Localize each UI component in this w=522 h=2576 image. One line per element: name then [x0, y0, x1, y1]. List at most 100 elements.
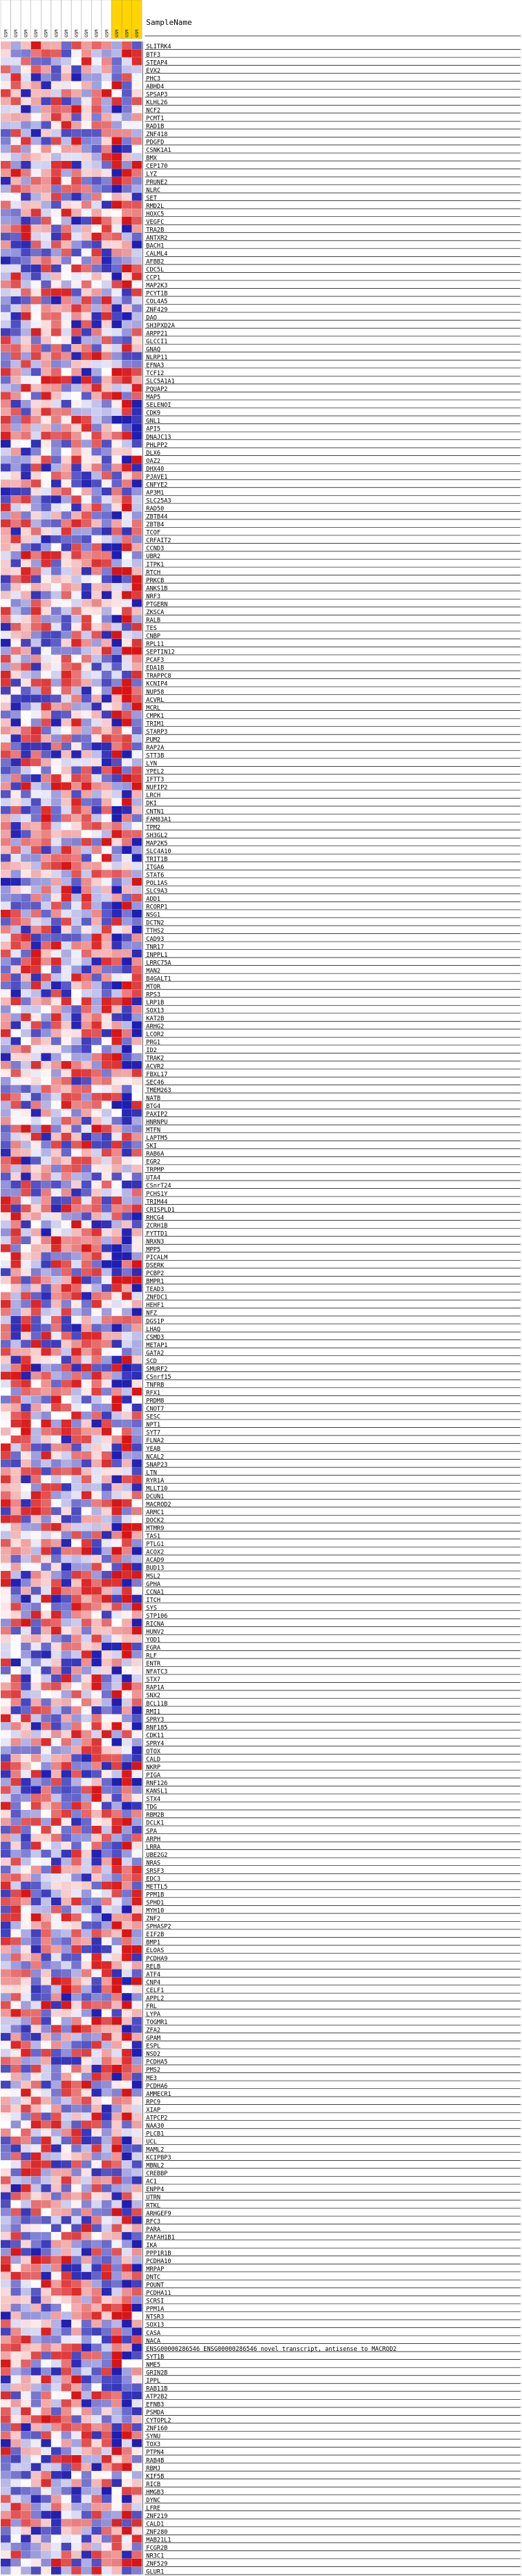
heatmap-cell — [30, 1276, 41, 1284]
heatmap-cell — [81, 1021, 92, 1029]
heatmap-cell — [81, 1212, 92, 1221]
heatmap-cell — [61, 1212, 71, 1221]
heatmap-cell — [41, 1148, 51, 1157]
heatmap-cell — [51, 2280, 62, 2288]
gene-label: CSMD3 — [146, 1334, 164, 1341]
heatmap-cell — [111, 1172, 122, 1181]
heatmap-cell — [21, 1913, 31, 1922]
heatmap-cell — [41, 232, 51, 241]
heatmap-cell — [61, 1013, 71, 1022]
heatmap-cell — [30, 1467, 41, 1476]
heatmap-cell — [131, 1037, 142, 1045]
heatmap-cell — [91, 2057, 102, 2065]
heatmap-cell — [21, 2025, 31, 2033]
heatmap-cell — [10, 2081, 21, 2089]
heatmap-cell — [102, 687, 112, 695]
heatmap-cell — [21, 615, 31, 623]
heatmap-cell — [41, 1228, 51, 1237]
gene-label: DKI — [146, 801, 157, 808]
heatmap-cell — [131, 2168, 142, 2177]
heatmap-cell — [111, 1005, 122, 1013]
heatmap-cell — [122, 2248, 132, 2256]
heatmap-cell — [71, 1682, 82, 1690]
heatmap-cell — [61, 1610, 71, 1619]
heatmap-cell — [21, 272, 31, 280]
heatmap-cell — [10, 925, 21, 934]
heatmap-cell — [30, 455, 41, 464]
heatmap-cell — [102, 256, 112, 265]
heatmap-cell — [51, 1077, 62, 1085]
heatmap-cell — [81, 886, 92, 894]
heatmap-cell — [122, 264, 132, 273]
heatmap-cell — [102, 81, 112, 89]
heatmap-cell — [51, 559, 62, 567]
heatmap-cell — [61, 575, 71, 583]
heatmap-cell — [102, 328, 112, 336]
heatmap-cell — [71, 2104, 82, 2112]
heatmap-cell — [122, 121, 132, 129]
heatmap-cell — [81, 575, 92, 583]
heatmap-cell — [1, 1889, 11, 1898]
heatmap-cell — [91, 105, 102, 113]
heatmap-cell — [10, 200, 21, 209]
heatmap-cell — [111, 631, 122, 639]
heatmap-cell — [51, 328, 62, 336]
heatmap-cell — [10, 1770, 21, 1778]
heatmap-cell — [61, 543, 71, 551]
heatmap-cell — [10, 137, 21, 145]
heatmap-row-113: TNR17 — [1, 942, 521, 951]
heatmap-cell — [111, 2184, 122, 2193]
heatmap-cell — [122, 2152, 132, 2161]
heatmap-cell — [91, 415, 102, 424]
heatmap-cell — [30, 2064, 41, 2073]
heatmap-cell — [102, 591, 112, 600]
heatmap-cell — [111, 1873, 122, 1882]
heatmap-cell — [81, 2081, 92, 2089]
heatmap-cell — [51, 1188, 62, 1196]
gene-label: HOXC5 — [146, 211, 164, 218]
heatmap-cell — [111, 1164, 122, 1173]
heatmap-cell — [30, 2104, 41, 2112]
heatmap-cell — [102, 1610, 112, 1619]
heatmap-cell — [91, 209, 102, 217]
heatmap-cell — [122, 1993, 132, 2001]
heatmap-cell — [81, 782, 92, 790]
heatmap-cell — [131, 328, 142, 336]
heatmap-cell — [41, 1451, 51, 1460]
heatmap-cell — [61, 1292, 71, 1300]
heatmap-cell — [30, 1100, 41, 1109]
heatmap-cell — [102, 1802, 112, 1810]
heatmap-cell — [81, 184, 92, 193]
heatmap-cell — [21, 169, 31, 177]
heatmap-cell — [51, 1682, 62, 1690]
heatmap-cell — [30, 1738, 41, 1746]
heatmap-cell — [10, 997, 21, 1006]
heatmap-cell — [91, 1754, 102, 1762]
heatmap-cell — [41, 137, 51, 145]
heatmap-cell — [10, 193, 21, 201]
heatmap-row-194: CCNA1 — [1, 1587, 521, 1596]
heatmap-cell — [81, 1817, 92, 1826]
heatmap-cell — [122, 1953, 132, 1961]
heatmap-cell — [1, 1459, 11, 1467]
heatmap-row-95: DKI — [1, 798, 521, 808]
heatmap-cell — [131, 209, 142, 217]
heatmap-cell — [131, 782, 142, 790]
heatmap-cell — [30, 1132, 41, 1141]
heatmap-cell — [61, 854, 71, 862]
heatmap-cell — [111, 97, 122, 106]
heatmap-cell — [30, 439, 41, 448]
heatmap-cell — [61, 2160, 71, 2168]
heatmap-cell — [122, 1690, 132, 1699]
heatmap-cell — [122, 2112, 132, 2121]
heatmap-cell — [122, 1196, 132, 1205]
heatmap-cell — [131, 886, 142, 894]
heatmap-row-1: BTF3 — [1, 49, 521, 59]
heatmap-cell — [81, 2128, 92, 2137]
heatmap-cell — [41, 2048, 51, 2057]
heatmap-cell — [1, 519, 11, 528]
heatmap-cell — [111, 2351, 122, 2360]
heatmap-cell — [111, 1299, 122, 1308]
heatmap-cell — [102, 1977, 112, 1985]
